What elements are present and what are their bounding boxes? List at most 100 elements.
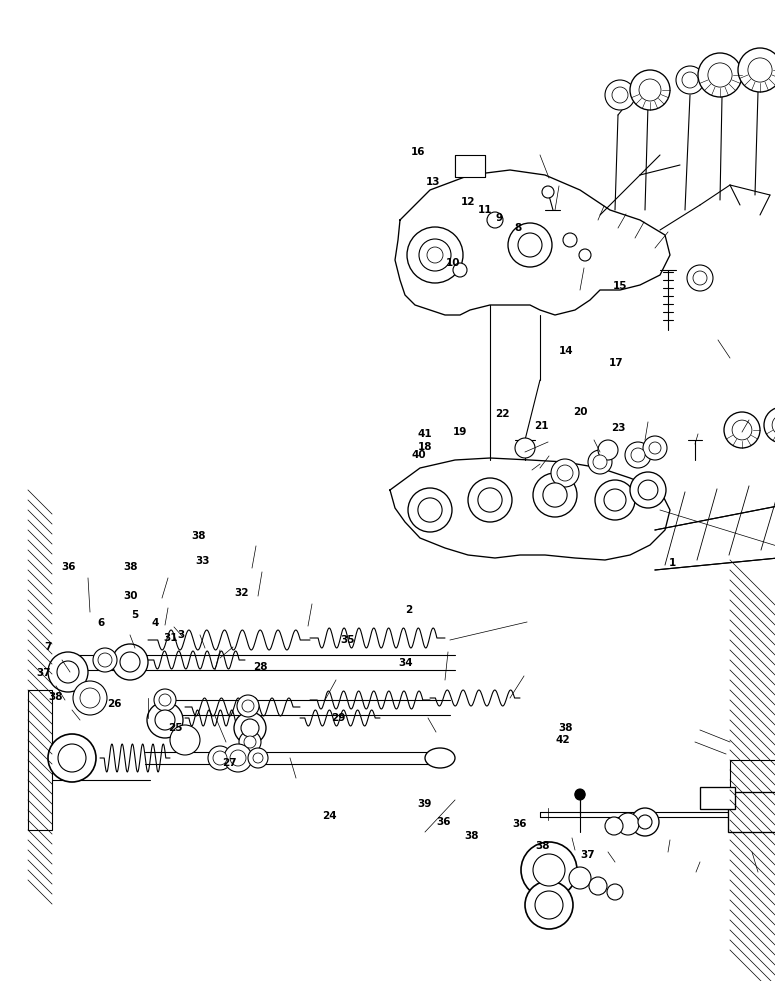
Circle shape [579, 249, 591, 261]
Circle shape [693, 271, 707, 285]
Circle shape [639, 79, 661, 101]
Bar [455, 155, 485, 177]
Bar [728, 792, 775, 832]
Text: 39: 39 [418, 800, 432, 809]
Text: 3: 3 [177, 630, 184, 640]
Polygon shape [730, 760, 775, 830]
Text: 37: 37 [36, 668, 50, 678]
Circle shape [682, 72, 698, 88]
Circle shape [58, 744, 86, 772]
Text: 24: 24 [322, 811, 336, 821]
Text: 38: 38 [559, 723, 573, 733]
Text: 19: 19 [453, 427, 467, 437]
Circle shape [732, 420, 752, 439]
Text: 31: 31 [164, 633, 177, 643]
Circle shape [155, 710, 175, 730]
Circle shape [698, 53, 742, 97]
Circle shape [57, 661, 79, 683]
Circle shape [630, 472, 666, 508]
Polygon shape [28, 690, 52, 830]
Text: 33: 33 [196, 556, 210, 566]
Text: 13: 13 [426, 178, 440, 187]
Text: 12: 12 [461, 197, 475, 207]
Circle shape [575, 790, 585, 800]
Circle shape [525, 881, 573, 929]
Circle shape [418, 498, 442, 522]
Circle shape [239, 731, 261, 753]
Circle shape [638, 480, 658, 500]
Circle shape [248, 748, 268, 768]
Circle shape [230, 750, 246, 766]
Circle shape [453, 263, 467, 277]
Text: 4: 4 [151, 618, 159, 628]
Text: 10: 10 [446, 258, 460, 268]
Circle shape [521, 842, 577, 898]
Circle shape [112, 644, 148, 680]
Ellipse shape [425, 748, 455, 768]
Text: 25: 25 [168, 723, 182, 733]
Circle shape [625, 442, 651, 468]
Polygon shape [390, 458, 670, 560]
Circle shape [237, 695, 259, 717]
Circle shape [595, 480, 635, 520]
Circle shape [593, 455, 607, 469]
Circle shape [73, 681, 107, 715]
Text: 8: 8 [514, 223, 522, 232]
Circle shape [518, 233, 542, 257]
Circle shape [638, 815, 652, 829]
Text: 38: 38 [49, 692, 63, 701]
Circle shape [253, 753, 263, 763]
Circle shape [234, 712, 266, 744]
Circle shape [631, 448, 645, 462]
Circle shape [533, 473, 577, 517]
Circle shape [242, 700, 254, 712]
Circle shape [170, 725, 200, 755]
Circle shape [772, 415, 775, 435]
Text: 30: 30 [123, 592, 137, 601]
Text: 36: 36 [436, 817, 450, 827]
Text: 37: 37 [580, 851, 594, 860]
Circle shape [478, 488, 502, 512]
Circle shape [607, 884, 623, 900]
Circle shape [605, 80, 635, 110]
Circle shape [468, 478, 512, 522]
Text: 42: 42 [556, 735, 570, 745]
Circle shape [543, 483, 567, 507]
Circle shape [588, 450, 612, 474]
Text: 32: 32 [235, 588, 249, 597]
Circle shape [764, 407, 775, 443]
Text: 1: 1 [669, 558, 677, 568]
Text: 17: 17 [609, 358, 623, 368]
Text: 36: 36 [61, 562, 75, 572]
Circle shape [408, 488, 452, 532]
Text: 35: 35 [340, 635, 354, 645]
Text: 14: 14 [559, 346, 573, 356]
Text: 29: 29 [331, 713, 345, 723]
Circle shape [630, 70, 670, 110]
Text: 38: 38 [536, 841, 549, 851]
Text: 41: 41 [418, 429, 432, 439]
Text: 28: 28 [253, 662, 267, 672]
Text: 38: 38 [191, 531, 205, 541]
Text: 36: 36 [512, 819, 526, 829]
Circle shape [213, 751, 227, 765]
Text: 2: 2 [405, 605, 412, 615]
Text: 22: 22 [495, 409, 509, 419]
Circle shape [487, 212, 503, 228]
Text: 16: 16 [412, 147, 425, 157]
Text: 21: 21 [534, 421, 548, 431]
Circle shape [159, 694, 171, 706]
Circle shape [244, 736, 256, 748]
Text: 34: 34 [399, 658, 413, 668]
Text: 27: 27 [222, 758, 236, 768]
Circle shape [427, 247, 443, 263]
Circle shape [708, 63, 732, 87]
Polygon shape [395, 170, 670, 315]
Circle shape [738, 48, 775, 92]
Text: 6: 6 [97, 618, 105, 628]
Circle shape [80, 688, 100, 708]
Circle shape [617, 813, 639, 835]
Circle shape [147, 702, 183, 738]
Text: 38: 38 [464, 831, 478, 841]
Text: 20: 20 [574, 407, 587, 417]
